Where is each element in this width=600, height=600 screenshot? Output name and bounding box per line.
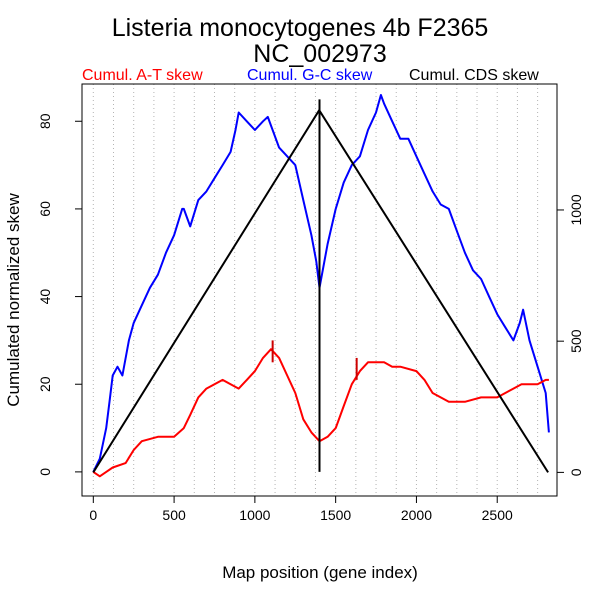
y-tick-label: 60 [37,201,53,217]
x-tick-label: 500 [162,507,186,523]
marker-layer [271,99,358,472]
y-axis-label: Cumulated normalized skew [4,193,23,407]
series-at-skew [92,348,549,478]
y-tick-label: 80 [37,113,53,129]
y-axis-left: 0 20 40 60 80 [37,113,82,476]
x-axis-label: Map position (gene index) [222,563,418,582]
y-tick-label: 40 [37,289,53,305]
chart-title: Listeria monocytogenes 4b F2365 [112,14,489,42]
plot-frame [81,83,558,497]
y-tick-label: 0 [37,468,53,476]
series-gc-skew [92,94,550,473]
legend-cds-skew: Cumul. CDS skew [409,67,539,84]
chart-subtitle: NC_002973 [253,40,386,68]
y2-tick-label: 1000 [568,194,584,225]
y2-tick-label: 500 [568,329,584,353]
legend-at-skew: Cumul. A-T skew [82,67,203,84]
x-tick-label: 1000 [239,507,270,523]
series-cds-skew [92,109,549,473]
y2-tick-label: 0 [568,468,584,476]
x-tick-label: 2500 [482,507,513,523]
x-tick-label: 1500 [320,507,351,523]
x-axis: 0 500 1000 1500 2000 2500 [89,496,513,523]
legend-gc-skew: Cumul. G-C skew [247,67,373,84]
x-tick-label: 0 [89,507,97,523]
y-axis-right: 0 500 1000 [557,194,584,476]
series-layer [92,94,550,478]
y-tick-label: 20 [37,376,53,392]
x-tick-label: 2000 [401,507,432,523]
gridlines [92,84,539,496]
